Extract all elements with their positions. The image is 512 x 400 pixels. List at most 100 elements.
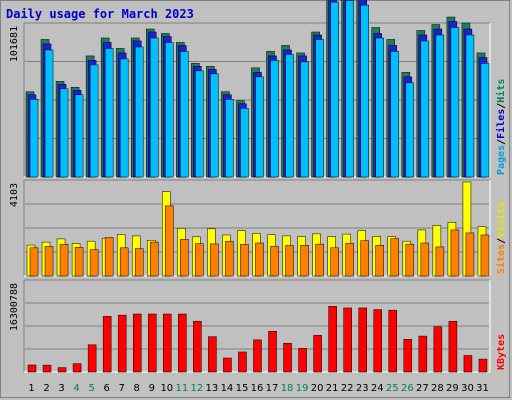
x-tick-label: 22	[341, 383, 354, 394]
bar-sites	[134, 248, 144, 277]
bar-kbytes	[298, 348, 307, 373]
x-tick-label: 11	[175, 383, 188, 394]
bar-sites	[285, 245, 294, 277]
legend-label: KBytes	[496, 334, 507, 370]
bar-kbytes	[208, 336, 217, 373]
bar-pages	[465, 34, 475, 178]
x-tick-label: 8	[134, 383, 140, 394]
bar-kbytes	[448, 320, 458, 373]
bar-kbytes	[478, 358, 488, 373]
bar-pages	[330, 1, 339, 178]
x-tick-label: 10	[160, 383, 173, 394]
bar-kbytes	[148, 313, 157, 373]
bar-kbytes	[328, 306, 337, 373]
bar-kbytes	[163, 313, 172, 373]
bar-kbytes	[403, 339, 413, 373]
bar-sites	[89, 249, 99, 277]
bar-pages	[315, 39, 324, 178]
axis-max-label: 101681	[9, 26, 20, 62]
bar-kbytes	[178, 313, 187, 373]
bar-pages	[375, 37, 384, 178]
bar-sites	[150, 241, 159, 277]
bar-kbytes	[433, 326, 443, 373]
bar-kbytes	[57, 367, 67, 373]
bar-sites	[315, 243, 324, 277]
bar-kbytes	[193, 320, 202, 373]
bar-sites	[165, 205, 174, 277]
bar-kbytes	[313, 335, 322, 373]
bar-sites	[405, 243, 415, 277]
x-tick-label: 24	[371, 383, 384, 394]
bar-sites	[119, 247, 129, 277]
bar-kbytes	[283, 343, 292, 373]
panel-kbytes: 16300788 KBytes	[9, 279, 507, 373]
bar-pages	[180, 51, 189, 178]
bar-sites	[29, 247, 39, 277]
x-tick-label: 18	[281, 383, 294, 394]
legend-kbytes: KBytes	[496, 334, 507, 370]
x-tick-label: 31	[476, 383, 489, 394]
bar-sites	[390, 238, 400, 277]
bar-sites	[435, 246, 445, 277]
x-tick-label: 4	[73, 383, 79, 394]
legend-label: Visits	[495, 202, 507, 238]
bar-sites	[104, 237, 114, 277]
bar-kbytes	[223, 357, 232, 373]
bar-sites	[375, 245, 384, 277]
bar-kbytes	[72, 363, 82, 373]
axis-max-label: 16300788	[9, 283, 20, 331]
x-tick-label: 7	[119, 383, 125, 394]
x-tick-label: 12	[191, 383, 204, 394]
bar-kbytes	[463, 355, 473, 373]
bar-pages	[134, 46, 144, 178]
bar-pages	[29, 99, 39, 178]
bar-sites	[480, 234, 490, 277]
bar-pages	[360, 4, 369, 178]
bar-pages	[165, 42, 174, 178]
bar-kbytes	[87, 344, 97, 373]
bar-sites	[270, 245, 279, 277]
bar-pages	[104, 48, 114, 178]
x-tick-label: 15	[236, 383, 249, 394]
bar-kbytes	[418, 335, 428, 373]
bar-kbytes	[42, 364, 52, 373]
axis-max-label: 4103	[9, 183, 20, 207]
bar-sites	[450, 229, 460, 277]
bar-kbytes	[132, 313, 142, 373]
bar-pages	[44, 49, 54, 178]
bar-pages	[240, 107, 249, 178]
x-tick-label: 25	[386, 383, 399, 394]
bar-kbytes	[268, 330, 277, 373]
bar-pages	[285, 54, 294, 178]
bar-sites	[195, 243, 204, 277]
x-tick-label: 19	[296, 383, 309, 394]
legend-label: Hits	[495, 79, 507, 103]
bar-pages	[119, 58, 129, 178]
bar-kbytes	[343, 307, 352, 373]
x-tick-label: 3	[58, 383, 64, 394]
x-tick-label: 27	[416, 383, 429, 394]
legend-label: Sites	[495, 244, 507, 274]
bar-kbytes	[102, 315, 112, 373]
bar-pages	[345, 0, 354, 178]
x-tick-label: 9	[149, 383, 155, 394]
bar-kbytes	[373, 309, 382, 373]
bar-kbytes	[253, 339, 262, 373]
bar-pages	[300, 61, 309, 178]
x-tick-label: 20	[311, 383, 324, 394]
bar-pages	[74, 94, 84, 178]
bar-pages	[89, 64, 99, 178]
bar-sites	[44, 246, 54, 277]
x-tick-label: 2	[43, 383, 49, 394]
x-tick-label: 30	[461, 383, 474, 394]
bar-sites	[225, 241, 234, 277]
x-tick-label: 28	[431, 383, 444, 394]
chart-title: Daily usage for March 2023	[6, 7, 194, 21]
bar-sites	[420, 242, 430, 277]
x-tick-label: 16	[251, 383, 264, 394]
legend-label: /	[496, 139, 507, 145]
bar-sites	[210, 243, 219, 277]
bar-pages	[225, 99, 234, 178]
